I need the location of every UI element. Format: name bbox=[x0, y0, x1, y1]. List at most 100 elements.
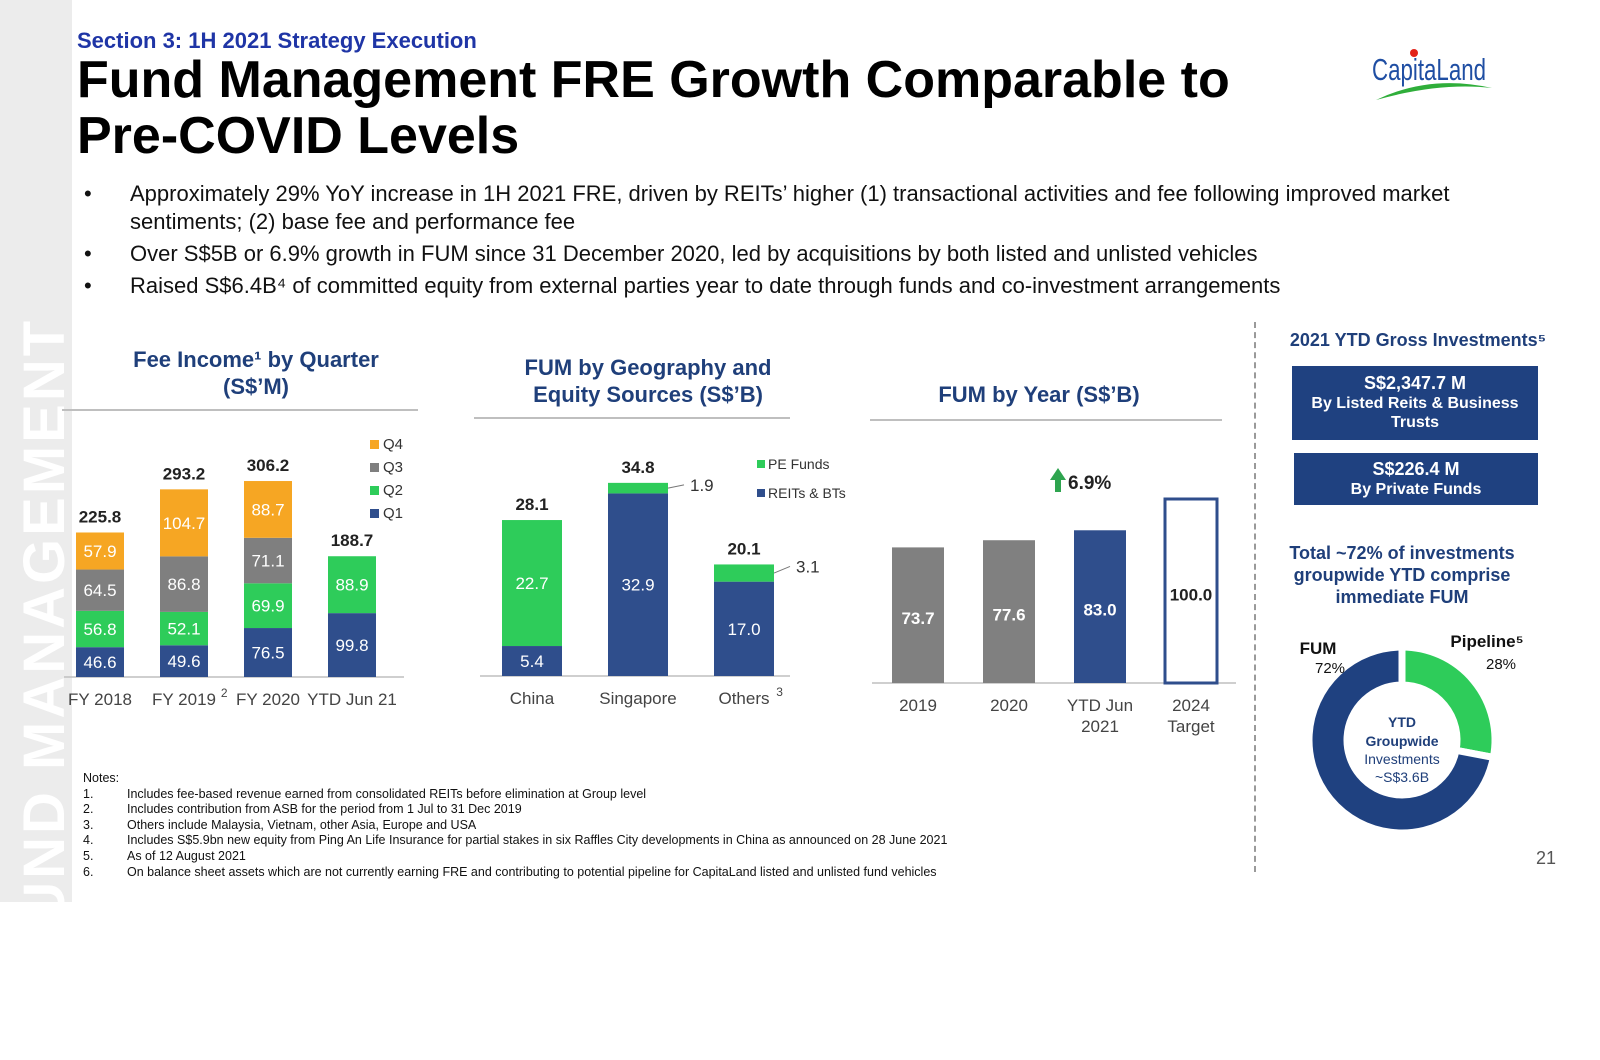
fum-geography-bar-pe-funds bbox=[608, 482, 668, 494]
fum-year-category-label: 2019 bbox=[899, 696, 937, 715]
fum-year-category-label: 2024 bbox=[1172, 696, 1210, 715]
fum-year-bar bbox=[892, 547, 944, 683]
fum-geography-leader-line bbox=[667, 484, 685, 489]
note-text: On balance sheet assets which are not cu… bbox=[127, 864, 937, 879]
donut-fum-name: FUM bbox=[1300, 639, 1337, 658]
fee-income-category-label: FY 2019 bbox=[152, 690, 216, 709]
note-text: Includes fee-based revenue earned from c… bbox=[127, 786, 647, 801]
donut-center-label: Groupwide bbox=[1365, 733, 1438, 749]
note-number: 1. bbox=[83, 786, 94, 801]
fee-income-bar-q3 bbox=[160, 556, 208, 612]
fee-income-legend-swatch bbox=[370, 463, 379, 472]
page-number: 21 bbox=[1536, 848, 1557, 868]
fum-year-bar bbox=[1163, 497, 1219, 685]
fee-income-bar-q1 bbox=[328, 613, 376, 677]
fee-income-bar-q2 bbox=[160, 611, 208, 646]
fee-income-data-label: 49.6 bbox=[167, 652, 200, 671]
note-number: 2. bbox=[83, 802, 94, 817]
fee-income-bar-q1 bbox=[76, 647, 124, 677]
fee-income-bar-q1 bbox=[244, 628, 292, 677]
fum-year-category-label: 2021 bbox=[1081, 717, 1119, 736]
bullet-fum-growth: Over S$5B or 6.9% growth in FUM since 31… bbox=[82, 240, 1552, 268]
fum-geography-bar-pe-funds bbox=[714, 564, 774, 582]
donut-pipeline-percent: 28% bbox=[1486, 656, 1516, 673]
fee-income-legend-label: Q1 bbox=[383, 505, 403, 522]
section-label: Section 3: 1H 2021 Strategy Execution bbox=[77, 28, 477, 53]
fum-year-data-label: 73.7 bbox=[901, 609, 934, 628]
page-title: Fund Management FRE Growth Comparable to… bbox=[77, 51, 1230, 165]
section-divider bbox=[1254, 322, 1256, 872]
fum-geography-category-label: Singapore bbox=[599, 689, 677, 708]
fee-income-data-label: 71.1 bbox=[251, 552, 284, 571]
fum-geography-category-label-superscript: 3 bbox=[776, 685, 783, 699]
fee-income-category-label: YTD Jun 21 bbox=[307, 690, 397, 709]
investments-summary: Total ~72% of investments groupwide YTD … bbox=[1289, 543, 1515, 607]
fum-geography-legend-swatch bbox=[757, 489, 765, 497]
fee-income-data-label: 46.6 bbox=[83, 653, 116, 672]
fee-income-data-label: 88.9 bbox=[335, 576, 368, 595]
fum-geography-chart-title: FUM by Geography and Equity Sources (S$’… bbox=[524, 355, 772, 407]
fum-geography-legend-label: REITs & BTs bbox=[768, 485, 846, 501]
fee-income-legend-label: Q2 bbox=[383, 482, 403, 499]
fee-income-category-label-superscript: 2 bbox=[221, 686, 228, 700]
note-item: 6. On balance sheet assets which are not … bbox=[83, 865, 1183, 881]
fum-geography-data-label: 1.9 bbox=[690, 476, 714, 495]
private-funds-box: S$226.4 M By Private Funds bbox=[1294, 453, 1538, 505]
note-number: 6. bbox=[83, 864, 94, 879]
fee-income-bar-q2 bbox=[76, 610, 124, 648]
fum-year-chart-title: FUM by Year (S$’B) bbox=[938, 382, 1140, 407]
fum-year-title-rule bbox=[870, 419, 1222, 421]
note-number: 5. bbox=[83, 848, 94, 863]
fum-geography-total-label: 28.1 bbox=[515, 495, 548, 514]
fee-income-category-label: FY 2020 bbox=[236, 690, 300, 709]
fum-year-category-label: 2020 bbox=[990, 696, 1028, 715]
note-number: 4. bbox=[83, 833, 94, 848]
fum-geography-data-label: 17.0 bbox=[727, 620, 760, 639]
donut-slice-fum bbox=[1305, 643, 1498, 837]
donut-pipeline-name: Pipeline⁵ bbox=[1450, 632, 1523, 651]
donut-center-label: ~S$3.6B bbox=[1375, 769, 1429, 785]
fee-income-data-label: 99.8 bbox=[335, 636, 368, 655]
note-item: 2. Includes contribution from ASB for the… bbox=[83, 802, 1183, 818]
fum-year-category-label: Target bbox=[1167, 717, 1215, 736]
fum-geography-total-label: 20.1 bbox=[727, 539, 760, 558]
charts-canvas: 46.6 56.8 64.5 57.9 225.8 FY 2018 49.6 52.1 86.8… bbox=[64, 436, 1524, 837]
note-item: 1. Includes fee-based revenue earned from… bbox=[83, 787, 1183, 803]
fee-income-legend-label: Q4 bbox=[383, 436, 403, 453]
fee-income-bar-q2 bbox=[244, 583, 292, 629]
note-item: 5. As of 12 August 2021 bbox=[83, 849, 1183, 865]
fee-income-chart-title: Fee Income¹ by Quarter (S$’M) bbox=[133, 347, 379, 399]
donut-center-label: Investments bbox=[1364, 751, 1439, 767]
fum-year-data-label: 77.6 bbox=[992, 605, 1025, 624]
fum-year-bar bbox=[983, 540, 1035, 683]
fum-geography-legend-label: PE Funds bbox=[768, 456, 829, 472]
fee-income-data-label: 64.5 bbox=[83, 581, 116, 600]
gross-investments-title: 2021 YTD Gross Investments⁵ bbox=[1289, 330, 1547, 350]
fee-income-data-label: 88.7 bbox=[251, 500, 284, 519]
donut-slice-pipeline bbox=[1398, 643, 1499, 762]
fum-geography-bar-pe-funds bbox=[502, 520, 562, 647]
fee-income-data-label: 76.5 bbox=[251, 644, 284, 663]
fee-income-data-label: 69.9 bbox=[251, 597, 284, 616]
fee-income-data-label: 86.8 bbox=[167, 575, 200, 594]
fum-geography-category-label: China bbox=[510, 689, 555, 708]
fee-income-legend-swatch bbox=[370, 509, 379, 518]
fee-income-category-label: FY 2018 bbox=[68, 690, 132, 709]
fum-geography-leader-line bbox=[773, 565, 791, 574]
fum-geography-legend-swatch bbox=[757, 460, 765, 468]
private-funds-label: By Private Funds bbox=[1350, 481, 1482, 498]
key-points-list: Approximately 29% YoY increase in 1H 202… bbox=[82, 180, 1552, 304]
note-text: Includes S$5.9bn new equity from Ping An… bbox=[127, 833, 948, 848]
notes-section: Notes: 1. Includes fee-based revenue earn… bbox=[83, 771, 1183, 880]
fum-geography-category-label: Others bbox=[718, 689, 769, 708]
fee-income-bar-q4 bbox=[160, 489, 208, 557]
bullet-equity-raised: Raised S$6.4B⁴ of committed equity from … bbox=[82, 272, 1552, 300]
private-funds-amount: S$226.4 M bbox=[1372, 459, 1460, 479]
fee-income-title-rule bbox=[62, 409, 418, 411]
note-item: 4. Includes S$5.9bn new equity from Ping … bbox=[83, 833, 1183, 849]
logo-dot bbox=[1410, 49, 1418, 57]
fee-income-total-label: 188.7 bbox=[331, 531, 374, 550]
fee-income-data-label: 52.1 bbox=[167, 620, 200, 639]
fum-geography-data-label: 5.4 bbox=[520, 652, 544, 671]
sidebar: FUND MANAGEMENT bbox=[0, 0, 77, 962]
